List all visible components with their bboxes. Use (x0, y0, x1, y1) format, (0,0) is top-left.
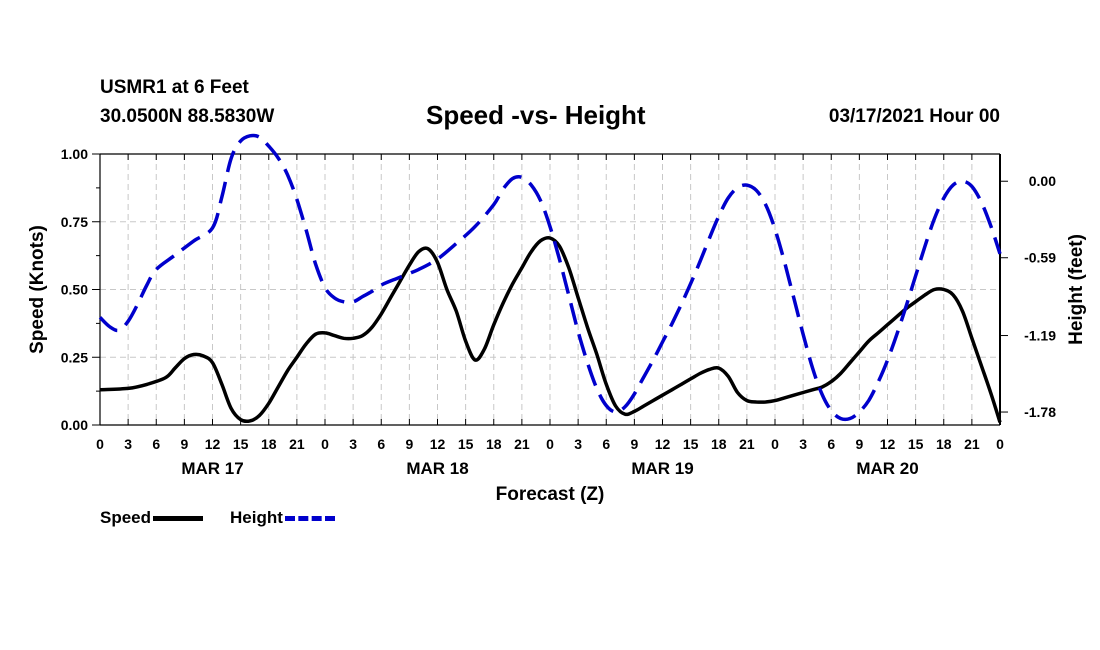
date-label: 03/17/2021 Hour 00 (828, 106, 1000, 127)
x-tick-label: 9 (630, 436, 638, 452)
x-tick-label: 9 (405, 436, 413, 452)
y-right-tick-label: -1.19 (1024, 328, 1056, 344)
x-tick-label: 18 (711, 436, 727, 452)
x-axis-title: Forecast (Z) (496, 484, 605, 505)
coordinates-label: 30.0500N 88.5830W (100, 106, 275, 127)
chart-title: Speed -vs- Height (426, 100, 646, 130)
y-tick-label: 1.00 (61, 146, 88, 162)
y-tick-label: 0.75 (61, 214, 88, 230)
x-tick-label: 15 (233, 436, 249, 452)
legend-speed-label: Speed (100, 508, 152, 527)
legend-speed: Speed (100, 508, 204, 528)
x-tick-label: 12 (655, 436, 671, 452)
x-tick-label: 3 (574, 436, 582, 452)
y-right-tick-label: 0.00 (1029, 173, 1056, 189)
legend-height: Height (230, 508, 335, 528)
x-tick-label: 21 (739, 436, 755, 452)
x-tick-label: 6 (377, 436, 385, 452)
height-series-line (98, 133, 1002, 422)
x-tick-label: 21 (964, 436, 980, 452)
x-tick-label: 6 (827, 436, 835, 452)
legend-height-swatch (284, 516, 335, 522)
x-tick-label: 12 (430, 436, 446, 452)
x-tick-label: 18 (936, 436, 952, 452)
day-label: MAR 19 (631, 459, 693, 478)
x-tick-label: 12 (205, 436, 221, 452)
day-label: MAR 20 (856, 459, 918, 478)
y-tick-label: 0.00 (61, 417, 88, 433)
x-tick-label: 0 (96, 436, 104, 452)
x-tick-label: 3 (799, 436, 807, 452)
x-tick-label: 18 (261, 436, 277, 452)
x-tick-label: 6 (152, 436, 160, 452)
x-tick-label: 15 (908, 436, 924, 452)
day-label: MAR 18 (406, 459, 468, 478)
y-tick-label: 0.25 (61, 349, 88, 365)
y-right-axis-title: Height (feet) (1066, 234, 1087, 345)
x-tick-label: 0 (321, 436, 329, 452)
y-axis-title: Speed (Knots) (27, 225, 48, 354)
x-tick-label: 0 (546, 436, 554, 452)
x-tick-label: 18 (486, 436, 502, 452)
x-tick-label: 3 (124, 436, 132, 452)
legend-height-label: Height (230, 508, 283, 527)
day-label: MAR 17 (181, 459, 243, 478)
station-label: USMR1 at 6 Feet (100, 77, 249, 98)
x-tick-label: 15 (458, 436, 474, 452)
x-tick-label: 21 (514, 436, 530, 452)
x-tick-label: 6 (602, 436, 610, 452)
x-tick-label: 3 (349, 436, 357, 452)
x-tick-label: 0 (996, 436, 1004, 452)
x-tick-label: 9 (180, 436, 188, 452)
x-tick-label: 9 (855, 436, 863, 452)
x-tick-label: 15 (683, 436, 699, 452)
legend-speed-swatch (153, 516, 204, 522)
y-tick-label: 0.50 (61, 282, 88, 298)
x-tick-label: 21 (289, 436, 305, 452)
y-right-tick-label: -1.78 (1024, 404, 1056, 420)
speed-series-line (99, 235, 1002, 424)
x-tick-label: 12 (880, 436, 896, 452)
x-tick-label: 0 (771, 436, 779, 452)
y-right-tick-label: -0.59 (1024, 250, 1056, 266)
